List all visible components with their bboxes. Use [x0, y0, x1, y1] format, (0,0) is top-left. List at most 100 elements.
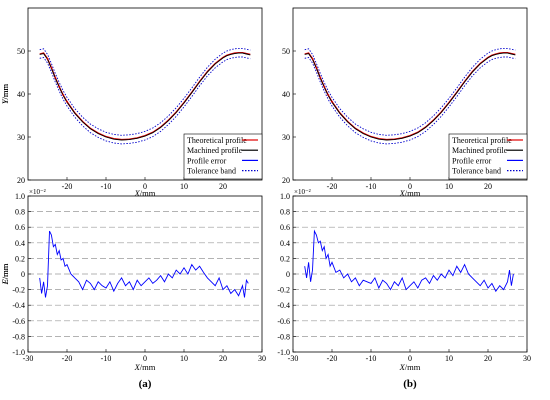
panel-a-profile-xlabel-var: X	[134, 188, 141, 198]
panel-b-error-ytick-label: -0.6	[277, 317, 290, 326]
panel-a-profile-legend-label: Tolerance band	[187, 167, 236, 176]
panel-b-error-ytick-label: 0.8	[280, 208, 290, 217]
panel-a-profile-theoretical-point	[58, 85, 61, 88]
panel-b-error-line	[304, 229, 514, 293]
panel-a-profile-legend-label: Profile error	[187, 156, 227, 165]
panel-a-error-xlabel-var: X	[134, 362, 141, 372]
panel-b-error-ytick-label: -1.0	[277, 348, 290, 357]
panel-b-profile-legend-label: Theoretical profile	[452, 136, 512, 145]
panel-b-error-ytick-label: 0.6	[280, 223, 290, 232]
panel-a-error-xtick-label: -10	[101, 354, 112, 363]
panel-b-profile-ylabel-var: Y	[0, 98, 10, 104]
panel-b-profile-ytick-label: 20	[282, 176, 290, 185]
panel-a-error-ytick-label: -1.0	[12, 348, 25, 357]
panel-b-profile-xlabel-var: X	[399, 188, 406, 198]
panel-b-error-ytick-label: 0.4	[280, 239, 290, 248]
panel-a-profile-ylabel: Y/mm	[0, 83, 10, 104]
panel-a-profile-ytick-label: 20	[17, 176, 25, 185]
panel-a-profile-ytick-label: 50	[17, 47, 25, 56]
panel-caption-b: (b)	[403, 378, 417, 390]
panel-b-profile-ytick-label: 40	[282, 90, 290, 99]
panel-b-profile-ytick-label: 50	[282, 47, 290, 56]
panel-b-profile-ylabel: Y/mm	[0, 83, 10, 104]
panel-a-error-xtick-label: 30	[258, 354, 266, 363]
panel-a-profile-ylabel-var: Y	[0, 98, 10, 104]
panel-a-profile-ytick-label: 30	[17, 133, 25, 142]
panel-b-profile-tolerance-upper	[304, 47, 516, 136]
panel-a-profile-tolerance-lower	[39, 56, 251, 145]
panel-a-error-xtick-label: 20	[219, 354, 227, 363]
panel-a-error-ylabel: E/mm	[0, 263, 10, 285]
panel-a-profile-theoretical-point	[54, 76, 57, 79]
panel-b-profile-ylabel-unit: /mm	[0, 83, 10, 99]
panel-b-error-ytick-label: -0.8	[277, 332, 290, 341]
panel-b-profile-legend-label: Profile error	[452, 156, 492, 165]
panel-b-error-ytick-label: -0.2	[277, 286, 290, 295]
panel-b-error-ylabel-text: E/mm	[0, 263, 10, 285]
panel-b-error-xtick-label: -10	[366, 354, 377, 363]
panel-a-profile-xtick-label: 20	[219, 182, 227, 191]
panel-b-error-xtick-label: -20	[327, 354, 338, 363]
panel-a-error-ytick-label: -0.4	[12, 301, 25, 310]
panel-b-error-xlabel-var: X	[399, 362, 406, 372]
panel-a-profile-xtick-label: 10	[180, 182, 188, 191]
panel-a-profile-theoretical-point	[62, 94, 64, 96]
panel-b-profile-xtick-label: -20	[327, 182, 338, 191]
panel-a-error-xtick-label: 10	[180, 354, 188, 363]
panel-b-error-xlabel-text: X/mm	[399, 362, 421, 372]
panel-b-error-ylabel: E/mm	[0, 263, 10, 285]
panel-a-error-xlabel-text: X/mm	[134, 362, 156, 372]
panel-a-error-ylabel-text: E/mm	[0, 263, 10, 285]
panel-b-error-xtick-label: 30	[523, 354, 531, 363]
panel-a-profile-legend-label: Machined profile	[187, 146, 243, 155]
panel-a-error-ytick-label: -0.8	[12, 332, 25, 341]
panel-a-profile-xlabel-text: X/mm	[134, 188, 156, 198]
panel-a-profile-ytick-label: 40	[17, 90, 25, 99]
panel-b-profile-xtick-label: 10	[445, 182, 453, 191]
panel-a-error-ytick-label: 1.0	[15, 192, 25, 201]
panel-b-error-ytick-label: 1.0	[280, 192, 290, 201]
panel-b-profile-tolerance-lower	[304, 56, 516, 145]
panel-b-profile-xtick-label: 0	[408, 182, 412, 191]
panel-b-profile-theoretical-point	[311, 57, 314, 60]
panel-b-profile-theoretical-point	[331, 100, 333, 103]
panel-b-error-xtick-label: 0	[408, 354, 412, 363]
panel-b-error-ytick-label: -0.4	[277, 301, 290, 310]
panel-a-profile-theoretical-point	[66, 100, 68, 103]
panel-a-error-xlabel: X/mm	[134, 362, 156, 372]
panel-b-profile-xtick-label: 20	[484, 182, 492, 191]
panel-b-error-xlabel-unit: /mm	[405, 362, 421, 372]
panel-a-profile-xtick-label: -20	[62, 182, 73, 191]
panel-a-profile-theoretical-point	[46, 57, 49, 60]
panel-a-profile-xtick-label: 0	[143, 182, 147, 191]
panel-a-profile-legend-box	[183, 133, 263, 180]
panel-caption-a: (a)	[139, 378, 152, 390]
panel-b-error-xlabel: X/mm	[399, 362, 421, 372]
panel-b-profile-xlabel: X/mm	[399, 188, 421, 198]
panel-a-error-ytick-label: -0.6	[12, 317, 25, 326]
panel-b-error-ylabel-var: E	[0, 278, 10, 285]
panel-b-profile-machined-line	[304, 52, 516, 141]
panel-b-error-ytick-label: 0	[286, 270, 290, 279]
panel-b-profile-xlabel-unit: /mm	[405, 188, 421, 198]
panel-a-error-xlabel-unit: /mm	[140, 362, 156, 372]
panel-b-profile-legend-label: Machined profile	[452, 146, 508, 155]
panel-b-error-ytick-label: 0.2	[280, 254, 290, 263]
panel-a-error-line	[39, 230, 249, 298]
panel-b-error-ylabel-unit: /mm	[0, 263, 10, 279]
panel-b-profile-theoretical-point	[327, 94, 329, 96]
panel-a-profile-xlabel: X/mm	[134, 188, 156, 198]
panel-b-profile-ylabel-text: Y/mm	[0, 83, 10, 104]
panel-b-error-xtick-label: 20	[484, 354, 492, 363]
panel-b-profile-xlabel-text: X/mm	[399, 188, 421, 198]
panel-b-profile-legend-label: Tolerance band	[452, 167, 501, 176]
panel-a-error-multiplier: ×10⁻²	[29, 188, 46, 196]
panel-b-profile-theoretical-point	[315, 66, 318, 69]
panel-a-error-xtick-label: 0	[143, 354, 147, 363]
panel-b-error-multiplier: ×10⁻²	[294, 188, 311, 196]
panel-a-error-ytick-label: 0.8	[15, 208, 25, 217]
panel-b-profile-legend-box	[448, 133, 528, 180]
panel-a-profile-machined-line	[39, 52, 251, 141]
panel-a-error-ytick-label: 0.6	[15, 223, 25, 232]
panel-a-profile-ylabel-text: Y/mm	[0, 83, 10, 104]
